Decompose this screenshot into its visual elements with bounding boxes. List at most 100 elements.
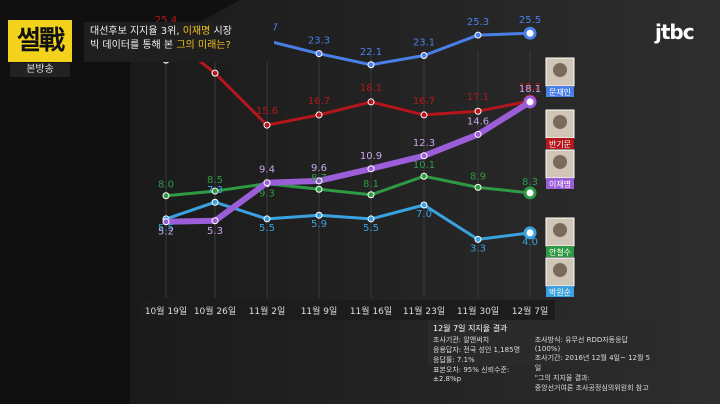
- data-label: 16.7: [308, 96, 330, 107]
- data-label: 9.6: [311, 163, 327, 174]
- portrait-silhouette: [553, 263, 567, 277]
- data-label: 23.3: [308, 36, 330, 47]
- data-label: 5.9: [311, 219, 327, 230]
- data-label: 9.3: [259, 189, 275, 200]
- data-label: 25.5: [519, 15, 541, 26]
- data-label: 10.1: [413, 160, 435, 171]
- series-line-이재명: [165, 99, 532, 225]
- data-label: 15.6: [256, 106, 278, 117]
- data-point: [211, 69, 219, 77]
- data-point: [211, 198, 219, 206]
- info-left-column: 조사기관: 알앤써치 응용답자: 전국 성인 1,185명 응답률: 7.1% …: [433, 335, 535, 393]
- x-tick-label: 11월 9일: [301, 305, 338, 317]
- data-label: 23.1: [413, 38, 435, 49]
- data-label: 8.9: [470, 171, 486, 182]
- series-line-안철수: [165, 174, 531, 198]
- data-point: [420, 111, 428, 119]
- info-line: 조사기관: 알앤써치: [433, 336, 490, 344]
- data-point: [523, 95, 537, 109]
- headline-highlight: 이재명: [182, 26, 211, 37]
- headline-text: 대선후보 지지율 3위,: [90, 26, 183, 37]
- data-label: 12.3: [413, 138, 435, 149]
- info-line: 표본오차: 95% 신뢰수준: ±2.8%p: [433, 366, 510, 383]
- x-tick-label: 10월 26일: [194, 305, 236, 317]
- show-logo: 썰戰: [8, 20, 72, 62]
- data-point: [263, 215, 271, 223]
- info-line: "그의 지지율 결과:: [534, 374, 590, 382]
- series-line-반기문: [165, 32, 531, 127]
- data-point: [263, 121, 271, 129]
- headline-text: 빅 데이터를 통해 본: [90, 40, 177, 51]
- legend-name-tag: [546, 138, 574, 149]
- data-point: [367, 215, 375, 223]
- legend-name: 이재명: [549, 179, 571, 189]
- data-point: [162, 192, 170, 200]
- data-point: [474, 183, 482, 191]
- data-label: 7.0: [416, 209, 432, 220]
- data-point: [420, 201, 428, 209]
- data-point: [162, 218, 170, 226]
- x-tick-label: 12월 7일: [512, 305, 549, 317]
- data-label: 5.3: [207, 226, 223, 237]
- portrait-silhouette: [553, 115, 567, 129]
- data-label: 8.1: [363, 179, 379, 190]
- x-axis-band: [140, 300, 555, 320]
- headline-line-1: 대선후보 지지율 3위, 이재명 시장: [90, 25, 268, 39]
- legend-name: 반기문: [549, 140, 571, 149]
- data-label: 4.0: [522, 237, 538, 248]
- data-point: [420, 152, 428, 160]
- portrait-silhouette: [553, 63, 567, 77]
- show-sub-badge: 본방송: [10, 63, 70, 77]
- data-label: 14.6: [467, 116, 489, 127]
- headline-line-2: 빅 데이터를 통해 본 그의 미래는?: [90, 39, 268, 53]
- data-point: [315, 111, 323, 119]
- headline-text: 시장: [210, 26, 232, 37]
- data-point: [315, 185, 323, 193]
- chart-gridlines: [165, 50, 531, 298]
- info-line: 중앙선거여론 조사공정심의위원회 참고: [534, 384, 649, 392]
- data-label: 5.5: [158, 223, 174, 234]
- data-label: 25.3: [467, 17, 489, 28]
- data-label: 5.5: [259, 223, 275, 234]
- data-point: [420, 52, 428, 59]
- data-point: [474, 31, 482, 39]
- data-label: 10.9: [360, 151, 382, 162]
- legend-name-tag: [546, 86, 574, 97]
- portrait-silhouette: [553, 155, 567, 169]
- data-point: [315, 177, 323, 185]
- data-label: 18.1: [360, 83, 382, 94]
- data-point: [263, 179, 271, 187]
- data-label: 8.7: [311, 173, 327, 184]
- data-label: 17.1: [467, 92, 489, 103]
- legend-name-tag: [546, 178, 574, 189]
- data-point: [523, 26, 537, 40]
- x-tick-label: 11월 2일: [249, 305, 286, 317]
- data-point: [367, 98, 375, 106]
- info-line: 조사기간: 2016년 12월 4일~ 12월 5일: [534, 354, 651, 372]
- x-tick-label: 11월 30일: [457, 305, 499, 317]
- data-label: 8.5: [207, 175, 223, 186]
- data-label: 3.3: [470, 243, 486, 254]
- data-point: [523, 226, 537, 240]
- brand-logo: jtbc: [655, 20, 695, 44]
- x-axis: 10월 19일 10월 26일 11월 2일 11월 9일 11월 16일 11월 23일…: [140, 300, 555, 320]
- series-layer: [162, 26, 537, 243]
- info-right-column: 조사방식: 유무선 RDD자동응답(100%) 조사기간: 2016년 12월 …: [535, 335, 651, 393]
- series-line-박원순: [165, 200, 531, 241]
- data-label: 18.2: [519, 82, 541, 93]
- data-label: 22.1: [360, 47, 382, 58]
- x-tick-label: 10월 19일: [145, 305, 187, 317]
- data-label: 18.1: [519, 84, 541, 95]
- data-label: 9.4: [259, 165, 275, 176]
- data-point: [367, 61, 375, 69]
- headline-box: 대선후보 지지율 3위, 이재명 시장 빅 데이터를 통해 본 그의 미래는?: [84, 22, 274, 62]
- data-label: 5.2: [158, 227, 174, 238]
- x-tick-label: 11월 23일: [403, 305, 445, 317]
- legend-name: 문재인: [549, 87, 571, 97]
- legend-name: 안철수: [549, 247, 571, 257]
- data-point: [367, 165, 375, 173]
- data-point: [474, 235, 482, 243]
- data-label: 7.3: [207, 185, 223, 196]
